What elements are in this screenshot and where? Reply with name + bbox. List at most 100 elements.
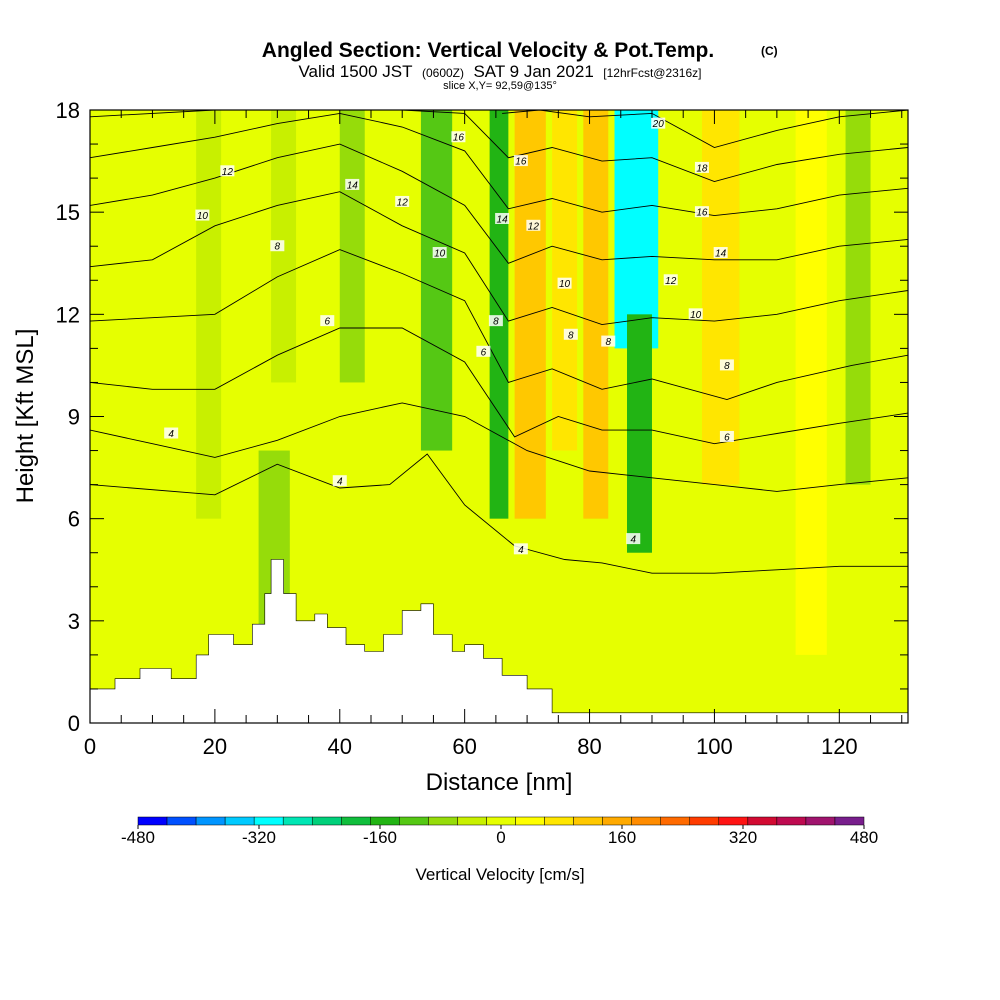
x-tick-label-20: 20 <box>203 734 227 759</box>
colorbar-swatch-10 <box>428 816 458 826</box>
colorbar-tick-label: -480 <box>121 828 155 847</box>
colorbar-swatch-2 <box>195 816 226 826</box>
contour-label-bg-17 <box>395 195 410 207</box>
valid-date: SAT 9 Jan 2021 <box>473 62 593 81</box>
contour-label-bg-2 <box>513 543 528 555</box>
contour-label-4: 6 <box>325 317 331 328</box>
vv-cell-4 <box>339 110 365 383</box>
colorbar-swatch-13 <box>515 816 545 826</box>
colorbar-swatch-14 <box>544 816 574 826</box>
colorbar-swatch-18 <box>660 816 691 826</box>
contour-label-2: 4 <box>518 545 524 556</box>
contour-label-12: 10 <box>197 211 209 222</box>
x-tick-label-100: 100 <box>696 734 733 759</box>
contour-label-bg-26 <box>694 161 709 173</box>
x-tick-label-120: 120 <box>821 734 858 759</box>
theta-contour-12-5 <box>90 143 908 264</box>
colorbar-swatch-8 <box>370 816 400 826</box>
vv-cell-13 <box>795 110 827 655</box>
x-tick-label-60: 60 <box>452 734 476 759</box>
colorbar-swatch-5 <box>282 816 313 826</box>
vv-cell-6 <box>489 110 509 519</box>
x-tick-label-80: 80 <box>577 734 601 759</box>
colorbar-swatch-7 <box>341 816 371 826</box>
contour-label-bg-6 <box>719 430 734 442</box>
colorbar: -480 -320 -160 0 160 320 480 <box>121 816 878 847</box>
colorbar-swatch-1 <box>166 816 197 826</box>
forecast-info: [12hrFcst@2316z] <box>603 66 701 80</box>
y-axis: 0 3 6 9 12 15 18 <box>56 98 908 736</box>
chart-title: Angled Section: Vertical Velocity & Pot.… <box>262 39 714 62</box>
contour-label-bg-10 <box>601 335 616 347</box>
contour-label-23: 16 <box>453 133 465 144</box>
colorbar-swatch-6 <box>311 816 342 826</box>
contour-label-bg-21 <box>495 212 510 224</box>
theta-contour-18-8 <box>502 110 908 148</box>
contour-label-13: 10 <box>434 249 446 260</box>
theta-contour-10-4 <box>90 191 908 326</box>
contour-label-bg-8 <box>488 315 503 327</box>
y-tick-label-18: 18 <box>56 98 80 123</box>
theta-contour-8-3 <box>90 249 908 400</box>
vv-cell-9 <box>583 110 609 519</box>
y-tick-label-3: 3 <box>68 609 80 634</box>
colorbar-swatch-19 <box>689 816 720 826</box>
colorbar-swatch-24 <box>834 816 865 826</box>
theta-contour-14-6 <box>90 112 908 217</box>
x-tick-label-40: 40 <box>328 734 352 759</box>
contour-label-19: 12 <box>665 276 677 287</box>
colorbar-swatch-20 <box>718 816 749 826</box>
contour-label-26: 18 <box>696 163 708 174</box>
contour-label-bg-20 <box>345 178 360 190</box>
contour-label-bg-18 <box>526 219 541 231</box>
contour-label-bg-24 <box>513 155 528 167</box>
contour-label-bg-25 <box>694 206 709 218</box>
colorbar-tick-label: 0 <box>496 828 505 847</box>
colorbar-tick-label: -160 <box>363 828 397 847</box>
contour-label-bg-7 <box>270 240 285 252</box>
contour-label-bg-15 <box>688 308 703 320</box>
contour-label-0: 4 <box>168 429 174 440</box>
contour-label-20: 14 <box>347 180 359 191</box>
valid-time: Valid 1500 JST <box>298 62 412 81</box>
y-tick-label-15: 15 <box>56 200 80 225</box>
vv-cell-10 <box>614 110 659 349</box>
chart-subtitle: Valid 1500 JST (0600Z) SAT 9 Jan 2021 [1… <box>298 62 701 81</box>
contour-label-bg-1 <box>332 475 347 487</box>
contour-label-bg-11 <box>719 359 734 371</box>
colorbar-swatch-11 <box>457 816 487 826</box>
colorbar-swatch-21 <box>747 816 778 826</box>
theta-contour-6-2 <box>90 327 908 445</box>
x-axis: 0 20 40 60 80 100 120 <box>84 110 903 759</box>
theta-contour-16-7 <box>90 110 908 182</box>
colorbar-swatch-12 <box>486 816 516 826</box>
contour-label-15: 10 <box>690 310 702 321</box>
colorbar-swatch-17 <box>631 816 661 826</box>
contour-label-5: 6 <box>481 347 487 358</box>
contour-label-bg-4 <box>320 315 335 327</box>
contour-label-8: 8 <box>493 317 499 328</box>
contour-label-bg-14 <box>557 277 572 289</box>
contour-label-11: 8 <box>724 361 730 372</box>
y-tick-label-6: 6 <box>68 507 80 532</box>
contour-label-6: 6 <box>724 432 730 443</box>
contour-label-27: 20 <box>652 119 665 130</box>
contour-label-3: 4 <box>630 535 636 546</box>
contour-label-bg-9 <box>563 328 578 340</box>
contour-label-25: 16 <box>696 208 708 219</box>
contour-label-21: 14 <box>497 214 509 225</box>
colorbar-tick-label: 320 <box>729 828 757 847</box>
theta-contour-4-1 <box>90 402 908 492</box>
contour-label-22: 14 <box>715 249 727 260</box>
vv-cell-5 <box>420 110 453 451</box>
y-tick-label-0: 0 <box>68 711 80 736</box>
contour-label-17: 12 <box>397 197 409 208</box>
colorbar-swatch-4 <box>253 816 284 826</box>
contour-label-bg-19 <box>663 274 678 286</box>
y-tick-label-9: 9 <box>68 405 80 430</box>
contour-label-bg-23 <box>451 131 466 143</box>
colorbar-swatch-22 <box>776 816 807 826</box>
contour-label-bg-12 <box>195 209 210 221</box>
y-tick-label-12: 12 <box>56 302 80 327</box>
